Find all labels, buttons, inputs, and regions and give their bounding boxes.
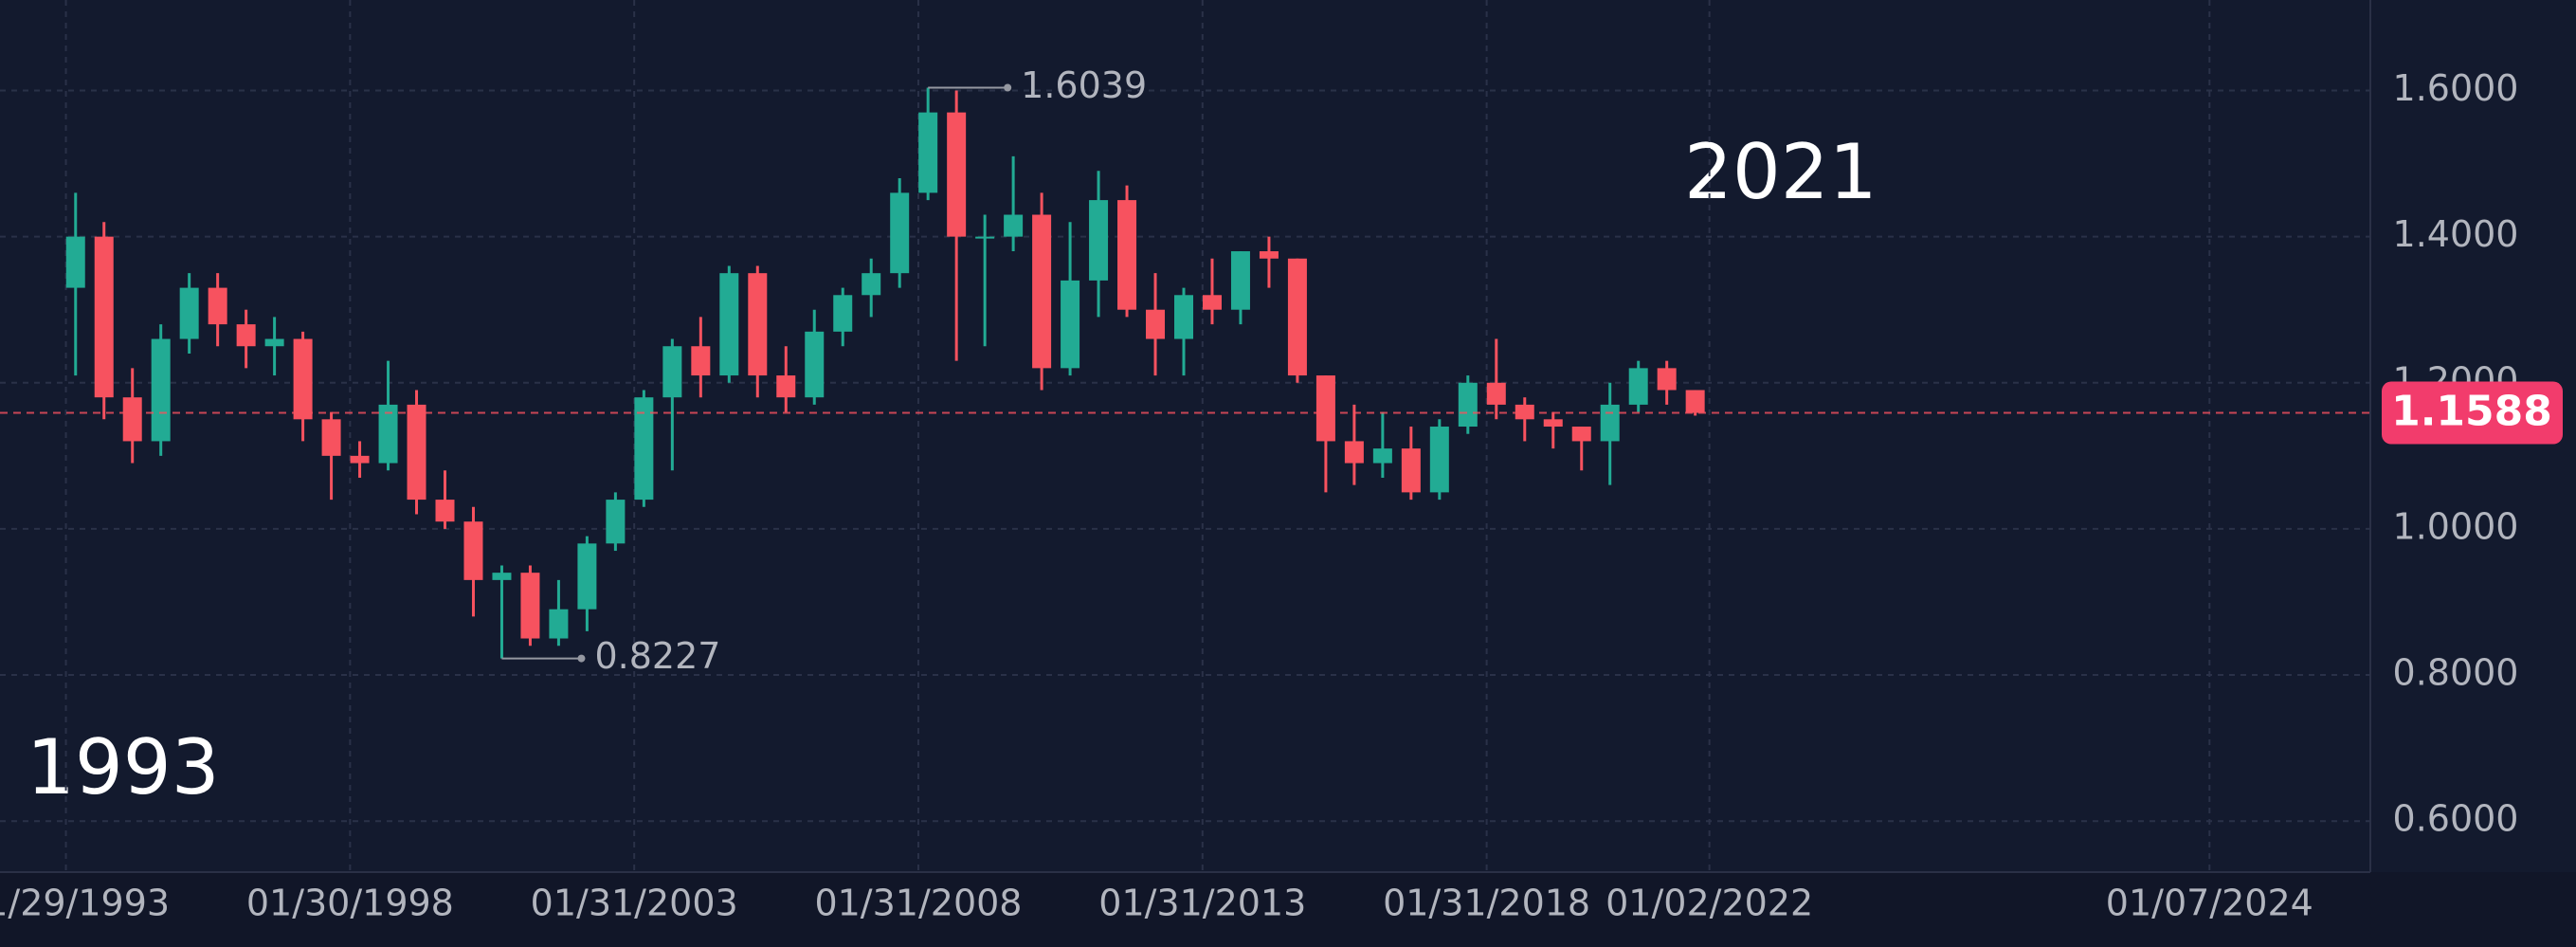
candle-body [862,273,881,296]
y-tick-label: 1.0000 [2393,505,2519,547]
candle-body [492,573,512,580]
y-tick-label: 1.6000 [2393,67,2519,109]
candle-body [776,375,796,398]
candle-body [407,404,426,501]
candle-body [1458,382,1478,428]
marker-label: 0.8227 [594,635,720,677]
candle-body [1628,368,1648,405]
candle-body [1032,214,1052,369]
x-tick-label: 01/02/2022 [1605,883,1813,924]
last-price-box [2382,381,2563,445]
candle-body [321,419,341,456]
candle-body [1344,441,1364,464]
candle-body [151,338,171,442]
candle-body [236,324,256,347]
candle-body [577,543,597,610]
candle-body [890,192,910,274]
candle-body [264,338,284,347]
annotation: 1993 [27,723,220,811]
candle-body [1230,251,1250,310]
time-axis-band [0,872,2576,947]
candle-body [634,397,654,501]
candle-body [1486,382,1506,405]
candle-body [1089,200,1109,281]
annotation: 2021 [1684,128,1878,216]
candle-body [1600,404,1620,442]
candle-body [805,331,825,398]
candle-body [947,112,967,237]
candle-body [350,455,370,464]
candle-body [94,236,114,398]
last-price-label: 1.1588 [2391,388,2552,436]
y-tick-label: 0.8000 [2393,652,2519,694]
candle-body [918,112,938,193]
x-tick-label: 01/31/2013 [1098,883,1306,924]
candle-body [1004,214,1024,237]
candle-body [1543,419,1563,428]
candle-body [378,404,398,464]
candle-body [662,346,682,398]
candle-body [435,500,455,522]
x-tick-label: 01/31/2003 [531,883,738,924]
candle-body [179,287,199,339]
candle-body [463,521,483,580]
candle-body [549,609,569,639]
candle-body [1259,251,1279,259]
candle-body [1571,427,1591,442]
candle-body [1202,295,1222,310]
candle-body [748,273,768,376]
candle-body [1515,404,1534,420]
candle-body [1685,390,1705,413]
x-tick-label: 01/31/2008 [814,883,1022,924]
candle-body [1146,309,1166,339]
candle-body [208,287,227,325]
candle-body [1117,200,1137,310]
candle-body [520,573,540,639]
candle-body [1174,295,1194,339]
candle-body [691,346,711,376]
marker-dot [1004,83,1012,92]
candle-body [65,236,85,288]
candle-body [1401,448,1421,493]
candle-body [719,273,739,376]
candle-body [1657,368,1677,391]
candle-body [606,500,626,544]
candle-body [293,338,313,420]
y-tick-label: 1.4000 [2393,213,2519,255]
candle-body [833,295,853,332]
candle-body [1372,448,1392,464]
x-tick-label: 01/31/2018 [1383,883,1590,924]
marker-label: 1.6039 [1021,64,1147,106]
candle-body [122,397,142,442]
candle-body [975,236,995,239]
x-tick-label: 01/07/2024 [2106,883,2313,924]
x-tick-label: 01/30/1998 [246,883,454,924]
marker-dot [577,654,586,663]
y-tick-label: 0.6000 [2393,798,2519,840]
candle-body [1061,280,1080,369]
candle-body [1287,258,1307,376]
x-tick-label: 01/29/1993 [0,883,170,924]
candle-body [1315,375,1335,442]
candle-body [1429,427,1449,493]
